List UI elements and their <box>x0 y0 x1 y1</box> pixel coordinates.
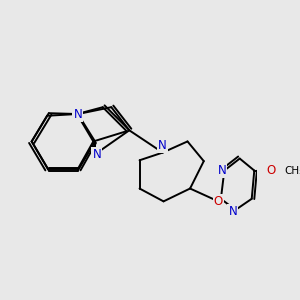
Text: N: N <box>229 205 237 218</box>
Text: N: N <box>158 139 167 152</box>
Text: O: O <box>266 164 275 177</box>
Text: N: N <box>74 107 82 121</box>
Text: O: O <box>214 195 223 208</box>
Text: CH₃: CH₃ <box>284 166 300 176</box>
Text: N: N <box>218 164 226 177</box>
Text: N: N <box>92 148 101 161</box>
